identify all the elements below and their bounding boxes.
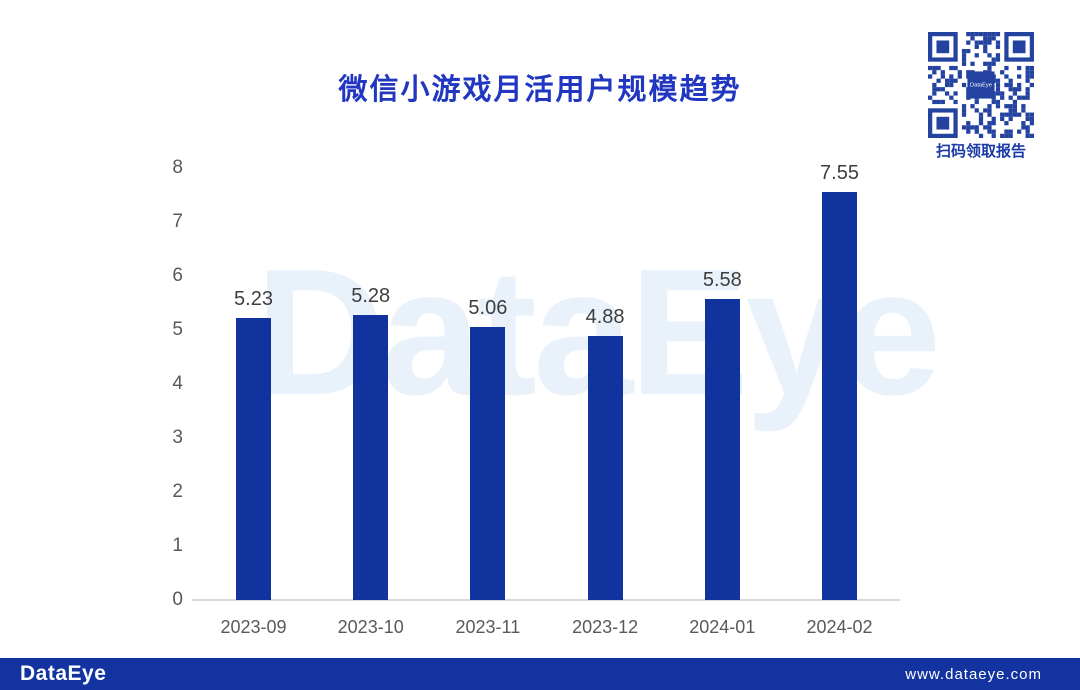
- bar-value-label: 5.23: [234, 287, 273, 310]
- qr-code-icon: DataEye: [928, 32, 1034, 138]
- y-axis-tick-label: 5: [172, 319, 183, 340]
- x-axis-tick-label: 2023-09: [220, 617, 287, 637]
- bar: [236, 317, 271, 600]
- x-axis-tick-label: 2023-12: [572, 617, 639, 637]
- y-axis-tick-label: 7: [172, 211, 183, 232]
- x-axis-baseline: [192, 599, 900, 601]
- y-axis-tick-label: 4: [172, 373, 183, 394]
- footer-website: www.dataeye.com: [905, 665, 1042, 683]
- bar: [353, 314, 389, 600]
- qr-caption: 扫码领取报告: [935, 143, 1026, 160]
- svg-text:DataEye: DataEye: [970, 83, 992, 89]
- y-axis-tick-label: 6: [172, 265, 183, 286]
- x-axis-tick-label: 2024-01: [689, 617, 756, 637]
- bar-value-label: 5.28: [351, 284, 391, 307]
- y-axis-tick-label: 2: [172, 481, 183, 502]
- y-axis-tick-label: 3: [172, 427, 183, 448]
- y-axis-tick-label: 8: [172, 157, 183, 178]
- y-axis-tick-label: 1: [172, 535, 183, 556]
- x-axis-tick-label: 2023-10: [337, 617, 404, 637]
- bar: [470, 326, 506, 600]
- footer-logo: DataEye: [20, 662, 107, 685]
- x-axis-tick-label: 2023-11: [455, 617, 521, 637]
- bar: [704, 298, 740, 600]
- bar-value-label: 7.55: [820, 162, 859, 185]
- bar-value-label: 5.06: [468, 296, 508, 319]
- qr-block: DataEye 扫码领取报告: [928, 32, 1034, 160]
- x-axis-tick-label: 2024-02: [806, 617, 873, 637]
- bar: [822, 192, 857, 600]
- y-axis-tick-label: 0: [172, 589, 183, 610]
- footer-bar: DataEye www.dataeye.com: [0, 658, 1080, 690]
- bar-value-label: 4.88: [585, 306, 625, 329]
- bar: [587, 336, 623, 600]
- chart-title: 微信小游戏月活用户规模趋势: [338, 74, 742, 106]
- bar-value-label: 5.58: [702, 268, 742, 291]
